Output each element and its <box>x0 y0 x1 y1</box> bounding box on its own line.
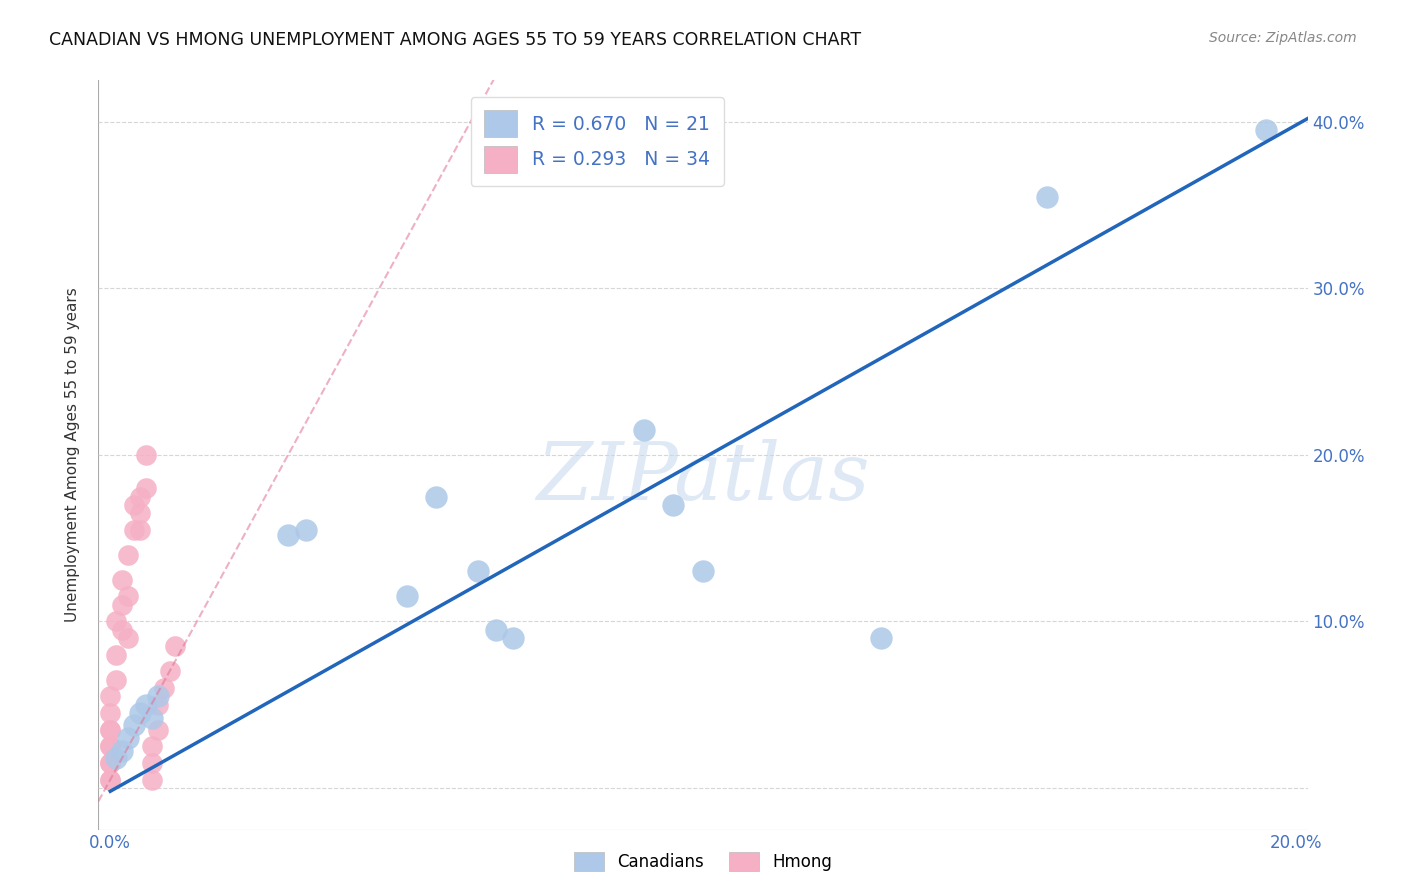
Point <box>98 723 121 737</box>
Point <box>146 723 169 737</box>
Point <box>117 731 139 745</box>
Point <box>117 590 139 604</box>
Point <box>98 772 121 787</box>
Point <box>105 648 128 662</box>
Point <box>502 631 524 645</box>
Text: ZIPatlas: ZIPatlas <box>536 439 870 516</box>
Point <box>152 681 174 695</box>
Point <box>146 698 169 712</box>
Point <box>129 706 152 720</box>
Point <box>484 623 506 637</box>
Point <box>98 739 121 754</box>
Text: Source: ZipAtlas.com: Source: ZipAtlas.com <box>1209 31 1357 45</box>
Point <box>98 756 121 770</box>
Point <box>295 523 318 537</box>
Point <box>141 756 163 770</box>
Point <box>105 751 128 765</box>
Point <box>146 690 169 704</box>
Point <box>135 698 157 712</box>
Point <box>467 565 489 579</box>
Point <box>159 665 181 679</box>
Point <box>129 506 152 520</box>
Point <box>122 523 145 537</box>
Point <box>98 706 121 720</box>
Point <box>105 673 128 687</box>
Point <box>135 481 157 495</box>
Point <box>692 565 714 579</box>
Point <box>98 723 121 737</box>
Point <box>633 423 655 437</box>
Legend: R = 0.670   N = 21, R = 0.293   N = 34: R = 0.670 N = 21, R = 0.293 N = 34 <box>471 97 724 186</box>
Point <box>869 631 891 645</box>
Point <box>111 598 134 612</box>
Y-axis label: Unemployment Among Ages 55 to 59 years: Unemployment Among Ages 55 to 59 years <box>65 287 80 623</box>
Point <box>98 739 121 754</box>
Point <box>141 739 163 754</box>
Point <box>117 548 139 562</box>
Point <box>122 717 145 731</box>
Point <box>425 490 447 504</box>
Point <box>1254 123 1277 137</box>
Point <box>135 448 157 462</box>
Point <box>277 528 299 542</box>
Point <box>165 640 187 654</box>
Point <box>141 711 163 725</box>
Point <box>105 615 128 629</box>
Text: CANADIAN VS HMONG UNEMPLOYMENT AMONG AGES 55 TO 59 YEARS CORRELATION CHART: CANADIAN VS HMONG UNEMPLOYMENT AMONG AGE… <box>49 31 862 49</box>
Point <box>98 690 121 704</box>
Point <box>1036 190 1059 204</box>
Point <box>122 498 145 512</box>
Point <box>98 756 121 770</box>
Point <box>129 523 152 537</box>
Point <box>111 744 134 758</box>
Point <box>141 772 163 787</box>
Point <box>98 772 121 787</box>
Legend: Canadians, Hmong: Canadians, Hmong <box>565 843 841 880</box>
Point <box>111 623 134 637</box>
Point <box>395 590 418 604</box>
Point <box>129 490 152 504</box>
Point <box>662 498 685 512</box>
Point <box>111 573 134 587</box>
Point <box>117 631 139 645</box>
